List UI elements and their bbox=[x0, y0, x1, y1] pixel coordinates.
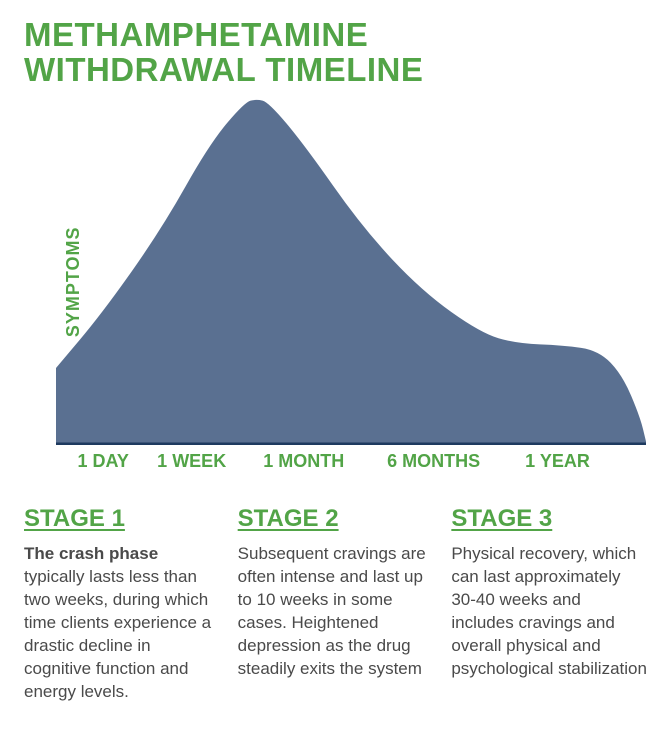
stage-column: STAGE 1 The crash phase typically lasts l… bbox=[24, 505, 220, 704]
stages-row: STAGE 1 The crash phase typically lasts l… bbox=[24, 505, 647, 704]
area-fill bbox=[56, 100, 646, 445]
stage-body: Physical recovery, which can last approx… bbox=[451, 543, 647, 681]
stage-title: STAGE 1 bbox=[24, 505, 220, 533]
stage-text: typically lasts less than two weeks, dur… bbox=[24, 567, 211, 701]
x-tick-label: 6 MONTHS bbox=[387, 451, 480, 472]
stage-title: STAGE 2 bbox=[238, 505, 434, 533]
chart-container: SYMPTOMS 1 DAY 1 WEEK 1 MONTH 6 MONTHS 1 YEA… bbox=[24, 95, 647, 477]
x-tick-label: 1 YEAR bbox=[525, 451, 590, 472]
title-line-1: METHAMPHETAMINE bbox=[24, 16, 368, 53]
stage-column: STAGE 3 Physical recovery, which can last… bbox=[451, 505, 647, 704]
x-axis-ticks: 1 DAY 1 WEEK 1 MONTH 6 MONTHS 1 YEAR bbox=[56, 451, 646, 477]
stage-title: STAGE 3 bbox=[451, 505, 647, 533]
x-tick-label: 1 WEEK bbox=[157, 451, 226, 472]
x-tick-label: 1 MONTH bbox=[263, 451, 344, 472]
stage-column: STAGE 2 Subsequent cravings are often int… bbox=[238, 505, 434, 704]
area-chart bbox=[56, 95, 646, 445]
stage-body: The crash phase typically lasts less tha… bbox=[24, 543, 220, 704]
y-axis-label: SYMPTOMS bbox=[63, 227, 84, 338]
stage-text: Physical recovery, which can last approx… bbox=[451, 544, 647, 678]
stage-lead: The crash phase bbox=[24, 544, 158, 563]
stage-text: Subsequent cravings are often intense an… bbox=[238, 544, 426, 678]
stage-body: Subsequent cravings are often intense an… bbox=[238, 543, 434, 681]
page-title: METHAMPHETAMINE WITHDRAWAL TIMELINE bbox=[24, 18, 647, 87]
title-line-2: WITHDRAWAL TIMELINE bbox=[24, 51, 423, 88]
x-tick-label: 1 DAY bbox=[78, 451, 129, 472]
